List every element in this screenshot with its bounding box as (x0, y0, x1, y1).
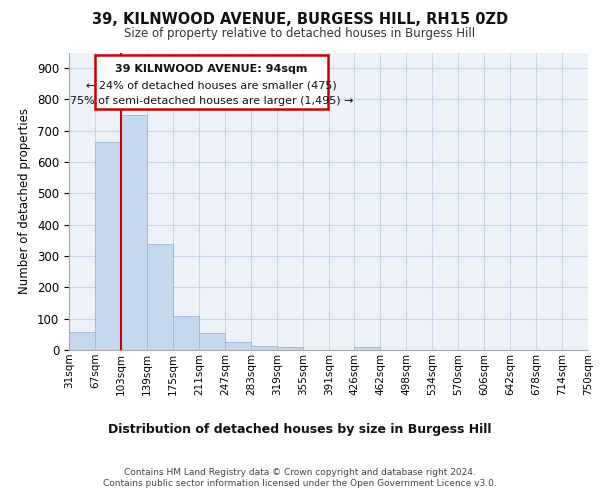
Text: 75% of semi-detached houses are larger (1,495) →: 75% of semi-detached houses are larger (… (70, 96, 353, 106)
Bar (225, 342, 251, 350)
Bar (173, 316, 199, 350)
Text: Distribution of detached houses by size in Burgess Hill: Distribution of detached houses by size … (108, 422, 492, 436)
Text: ← 24% of detached houses are smaller (475): ← 24% of detached houses are smaller (47… (86, 80, 337, 90)
Bar (199, 333, 225, 350)
Bar (354, 348, 380, 350)
Text: Contains HM Land Registry data © Crown copyright and database right 2024.
Contai: Contains HM Land Registry data © Crown c… (103, 468, 497, 487)
Bar (251, 346, 277, 350)
Text: Size of property relative to detached houses in Burgess Hill: Size of property relative to detached ho… (124, 28, 476, 40)
Y-axis label: Number of detached properties: Number of detached properties (19, 108, 31, 294)
Text: 39, KILNWOOD AVENUE, BURGESS HILL, RH15 0ZD: 39, KILNWOOD AVENUE, BURGESS HILL, RH15 … (92, 12, 508, 28)
Bar (277, 347, 303, 350)
Bar (121, 115, 147, 350)
Text: 39 KILNWOOD AVENUE: 94sqm: 39 KILNWOOD AVENUE: 94sqm (115, 64, 308, 74)
Bar (95, 142, 121, 350)
FancyBboxPatch shape (95, 55, 328, 109)
Bar (69, 332, 95, 350)
Bar (147, 244, 173, 350)
